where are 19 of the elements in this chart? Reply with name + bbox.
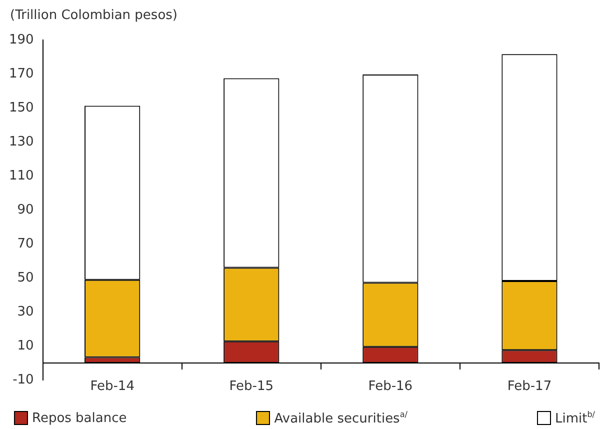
y-tick-label: 10 <box>17 338 34 354</box>
x-tick-label: Feb-16 <box>368 379 413 394</box>
y-tick-label: 170 <box>8 66 34 82</box>
legend-label: Limit$^{b/}$ <box>554 410 595 426</box>
y-tick-label: 130 <box>8 134 34 150</box>
y-tick-label: 110 <box>8 168 34 184</box>
y-tick-label: -10 <box>12 372 34 388</box>
y-tick-label: 90 <box>17 202 34 218</box>
y-tick-label: 30 <box>17 304 34 320</box>
x-tick-label: Feb-17 <box>507 379 552 394</box>
x-tick-label: Feb-15 <box>229 379 274 394</box>
y-axis-title: (Trillion Colombian pesos) <box>10 8 178 23</box>
y-tick-label: 50 <box>17 270 34 286</box>
y-tick-label: 70 <box>17 236 34 252</box>
y-tick-label: 150 <box>8 100 34 116</box>
x-tick-label: Feb-14 <box>90 379 134 394</box>
legend-label: Available securities$^{a/}$ <box>274 410 408 426</box>
legend-label: Repos balance <box>32 410 127 426</box>
y-tick-label: 190 <box>8 32 34 48</box>
